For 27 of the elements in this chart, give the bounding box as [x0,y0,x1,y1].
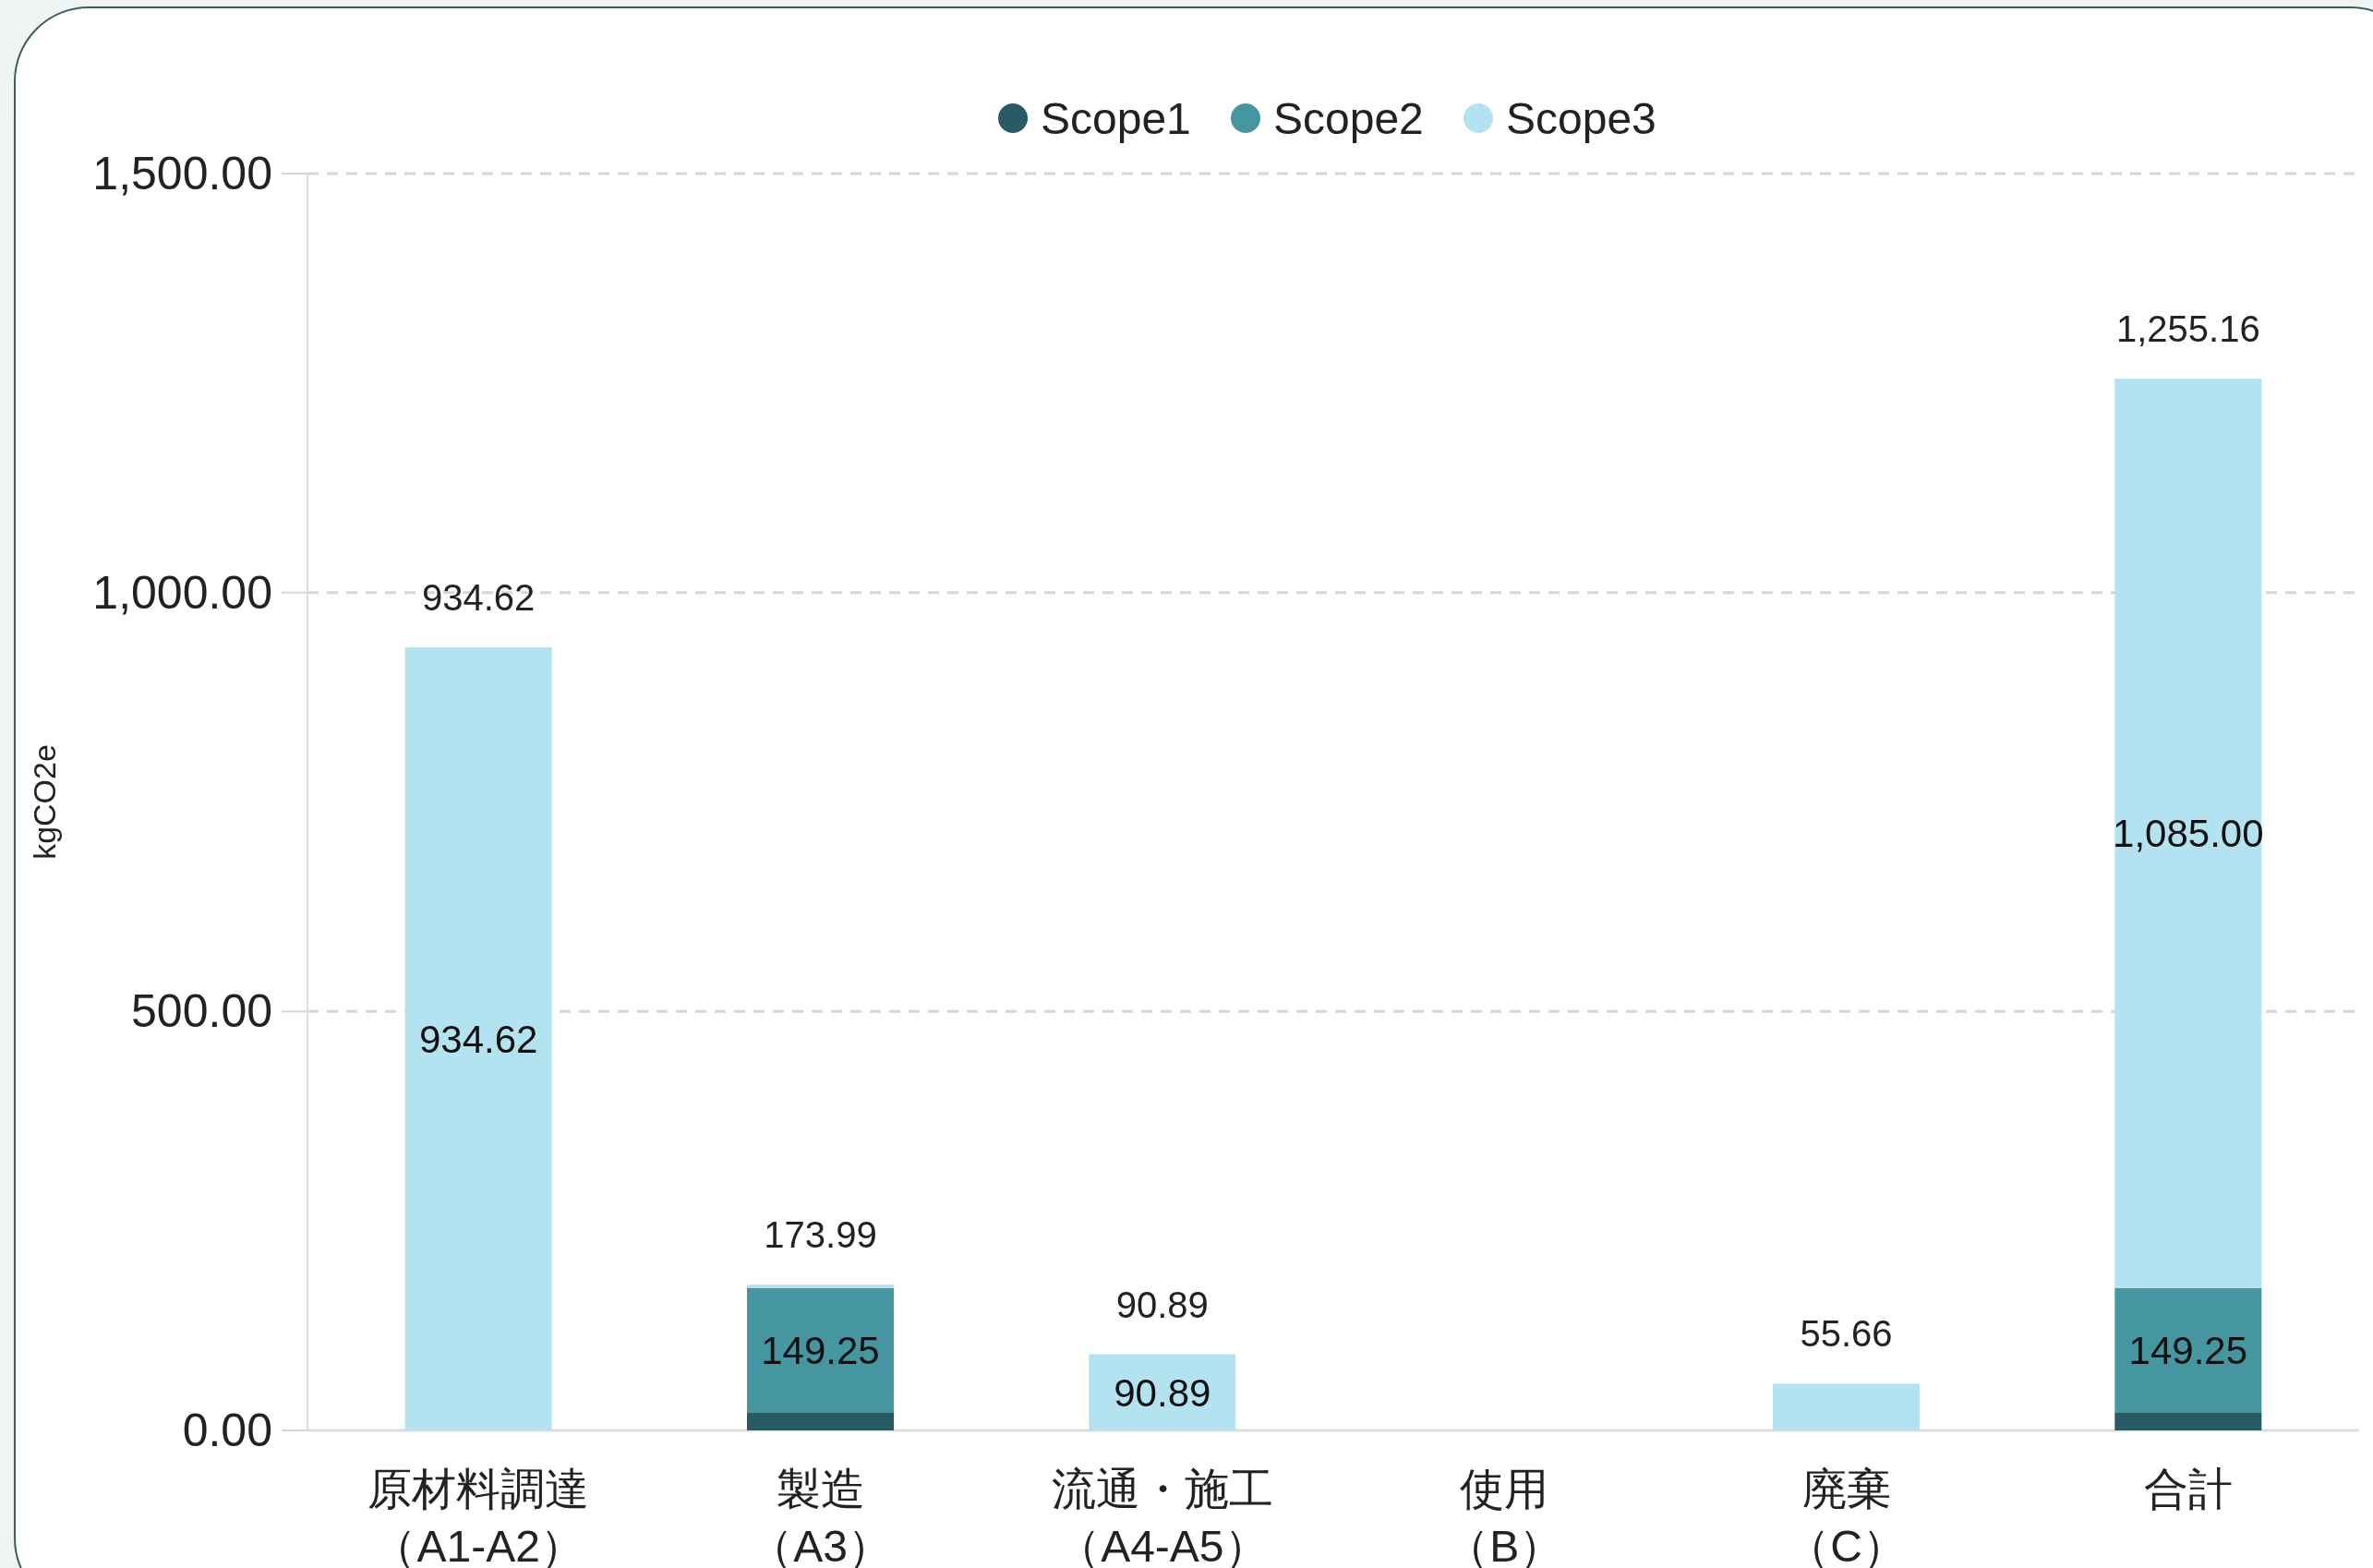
total-label: 173.99 [764,1214,877,1256]
total-label: 934.62 [421,576,536,618]
bar [747,1287,894,1414]
data-label: 90.89 [1114,1370,1211,1415]
bar [2114,379,2262,1288]
bar [747,1413,894,1430]
bar [1773,1383,1920,1430]
data-label: 149.25 [2128,1329,2248,1373]
y-tick-label: 0.00 [182,1405,272,1456]
bar [404,646,552,1430]
bar [2114,1413,2262,1430]
legend-label: Scope3 [1506,94,1656,143]
legend-label: Scope1 [1041,94,1191,143]
x-tick-label: 合計 [2143,1465,2233,1514]
data-label: 149.25 [761,1329,880,1373]
y-tick-label: 1,500.00 [92,148,272,199]
total-label: 1,255.16 [2115,308,2260,350]
bar [2114,1287,2262,1414]
total-label: 90.89 [1115,1284,1209,1325]
y-tick-label: 1,000.00 [92,566,272,619]
total-label: 55.66 [1800,1313,1893,1355]
data-label: 1,085.00 [2113,812,2264,856]
y-axis-title: kgCO2e [27,744,62,860]
y-tick-label: 500.00 [131,985,272,1038]
data-label: 934.62 [418,1017,538,1061]
bar [747,1285,894,1288]
legend-label: Scope2 [1273,94,1424,143]
